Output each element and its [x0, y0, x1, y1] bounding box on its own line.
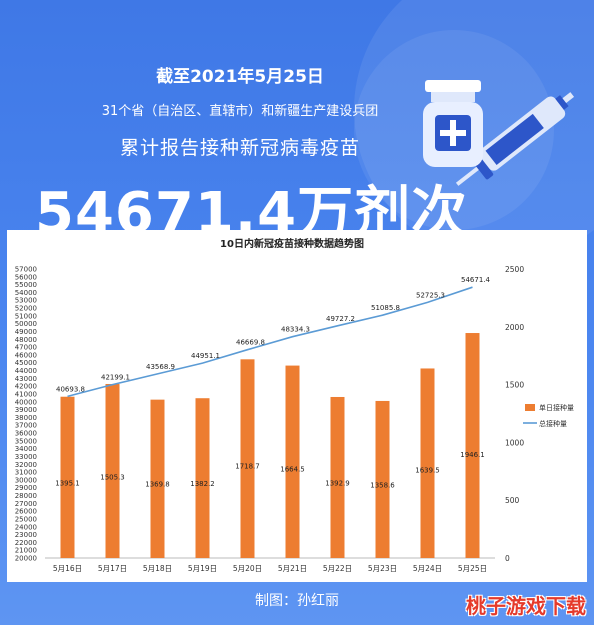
credit: 制图：孙红丽 — [255, 593, 339, 609]
legend-label-bar: 单日接种量 — [539, 403, 574, 412]
bar — [240, 359, 255, 558]
y-left-tick-label: 33000 — [15, 453, 37, 461]
date-line: 截至2021年5月25日 — [156, 67, 324, 87]
y-right-tick-label: 500 — [505, 496, 520, 505]
region-line: 31个省（自治区、直辖市）和新疆生产建设兵团 — [101, 104, 379, 119]
line-data-label: 40693.8 — [56, 385, 85, 393]
y-left-tick-label: 25000 — [15, 515, 37, 523]
bar-data-label: 1718.7 — [235, 463, 260, 471]
bar-data-label: 1946.1 — [460, 451, 485, 459]
y-left-tick-label: 42000 — [15, 383, 37, 391]
bar-data-label: 1505.3 — [100, 474, 125, 482]
y-left-tick-label: 39000 — [15, 406, 37, 414]
y-left-tick-label: 22000 — [15, 539, 37, 547]
y-left-tick-label: 47000 — [15, 344, 37, 352]
y-left-tick-label: 35000 — [15, 437, 37, 445]
y-left-tick-label: 36000 — [15, 430, 37, 438]
line-data-label: 54671.4 — [461, 276, 490, 284]
y-left-tick-label: 27000 — [15, 500, 37, 508]
y-left-tick-label: 48000 — [15, 336, 37, 344]
y-right-tick-label: 0 — [505, 554, 510, 563]
y-left-tick-label: 53000 — [15, 297, 37, 305]
y-left-tick-label: 41000 — [15, 390, 37, 398]
y-left-tick-label: 51000 — [15, 312, 37, 320]
y-left-tick-label: 50000 — [15, 320, 37, 328]
bar-data-label: 1369.8 — [145, 481, 170, 489]
y-left-tick-label: 38000 — [15, 414, 37, 422]
y-left-tick-label: 57000 — [15, 266, 37, 274]
bar-data-label: 1382.2 — [190, 480, 215, 488]
y-right-tick-label: 2000 — [505, 323, 524, 332]
y-left-tick-label: 24000 — [15, 523, 37, 531]
bar — [285, 365, 300, 558]
bar — [375, 400, 390, 558]
y-left-tick-label: 54000 — [15, 289, 37, 297]
y-left-tick-label: 49000 — [15, 328, 37, 336]
bar-data-label: 1639.5 — [415, 467, 440, 475]
chart-title: 10日内新冠疫苗接种数据趋势图 — [220, 237, 364, 250]
x-tick-label: 5月18日 — [143, 564, 172, 573]
line-data-label: 44951.1 — [191, 352, 220, 360]
y-right-tick-label: 1500 — [505, 381, 524, 390]
bar-data-label: 1664.5 — [280, 465, 305, 473]
x-tick-label: 5月16日 — [53, 564, 82, 573]
x-tick-label: 5月20日 — [233, 564, 262, 573]
line-data-label: 48334.3 — [281, 326, 310, 334]
y-left-tick-label: 26000 — [15, 508, 37, 516]
y-left-tick-label: 40000 — [15, 398, 37, 406]
legend-label-line: 总接种量 — [539, 419, 567, 428]
line-data-label: 52725.3 — [416, 291, 445, 299]
x-tick-label: 5月21日 — [278, 564, 307, 573]
trend-chart: 10日内新冠疫苗接种数据趋势图2000021000220002300024000… — [15, 237, 574, 573]
line-data-label: 46669.8 — [236, 339, 265, 347]
y-left-tick-label: 43000 — [15, 375, 37, 383]
line-data-label: 49727.2 — [326, 315, 355, 323]
y-left-tick-label: 29000 — [15, 484, 37, 492]
line-data-label: 42199.1 — [101, 374, 130, 382]
bar — [330, 396, 345, 558]
y-left-tick-label: 28000 — [15, 492, 37, 500]
legend-swatch-bar — [525, 404, 535, 411]
y-left-tick-label: 55000 — [15, 281, 37, 289]
bar-data-label: 1392.9 — [325, 480, 350, 488]
bar — [150, 399, 165, 558]
bar-data-label: 1358.6 — [370, 481, 395, 489]
x-tick-label: 5月24日 — [413, 564, 442, 573]
x-tick-label: 5月17日 — [98, 564, 127, 573]
y-left-tick-label: 23000 — [15, 531, 37, 539]
bar — [60, 396, 75, 558]
subtitle: 累计报告接种新冠病毒疫苗 — [119, 137, 360, 159]
y-left-tick-label: 45000 — [15, 359, 37, 367]
y-left-tick-label: 20000 — [15, 555, 37, 563]
y-right-tick-label: 1000 — [505, 438, 524, 447]
y-left-tick-label: 34000 — [15, 445, 37, 453]
y-left-tick-label: 56000 — [15, 273, 37, 281]
y-left-tick-label: 52000 — [15, 305, 37, 313]
bar — [105, 383, 120, 558]
bar — [195, 398, 210, 558]
total-line — [67, 286, 473, 398]
y-left-tick-label: 30000 — [15, 476, 37, 484]
y-left-tick-label: 46000 — [15, 351, 37, 359]
y-left-tick-label: 44000 — [15, 367, 37, 375]
y-left-tick-label: 37000 — [15, 422, 37, 430]
x-tick-label: 5月22日 — [323, 564, 352, 573]
y-left-tick-label: 31000 — [15, 469, 37, 477]
bar — [465, 333, 480, 558]
watermark: 桃子游戏下载 — [466, 594, 586, 618]
x-tick-label: 5月19日 — [188, 564, 217, 573]
x-tick-label: 5月23日 — [368, 564, 397, 573]
y-left-tick-label: 21000 — [15, 547, 37, 555]
bar — [420, 368, 435, 558]
vaccine-icon — [423, 80, 575, 186]
x-tick-label: 5月25日 — [458, 564, 487, 573]
line-data-label: 51085.8 — [371, 304, 400, 312]
chart-panel: 10日内新冠疫苗接种数据趋势图 20000 21000 22000 23000 24000… — [7, 230, 587, 582]
line-data-label: 43568.9 — [146, 363, 175, 371]
y-left-tick-label: 32000 — [15, 461, 37, 469]
y-right-tick-label: 2500 — [505, 265, 524, 274]
bar-data-label: 1395.1 — [55, 479, 80, 487]
